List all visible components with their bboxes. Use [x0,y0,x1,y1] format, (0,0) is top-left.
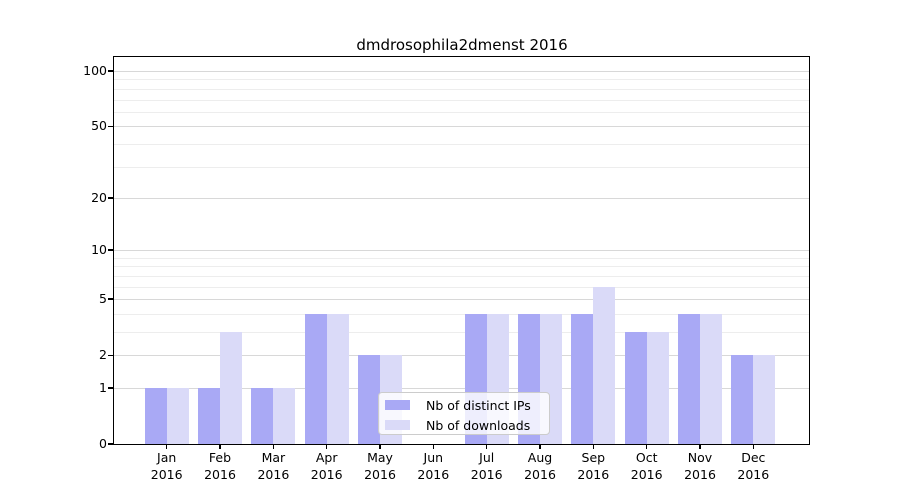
xtick-mark-may [379,444,381,449]
xtick-label-apr: Apr 2016 [310,450,343,482]
bar-distinct-ips-dec [731,355,754,444]
gridline-major-y1 [114,388,809,389]
bar-distinct-ips-feb [198,388,220,444]
gridline-minor-y8 [114,266,809,268]
gridline-minor-y80 [114,88,809,90]
legend-item-distinct-ips: Nb of distinct IPs [385,397,531,413]
bar-distinct-ips-oct [624,332,647,444]
bar-downloads-dec [753,355,776,444]
gridline-minor-y40 [114,143,809,145]
xtick-mark-apr [325,444,328,449]
ytick-mark-2 [108,354,114,356]
bar-distinct-ips-mar [251,388,274,444]
xtick-mark-jun [432,444,435,449]
ytick-label-50: 50 [91,118,107,134]
gridline-minor-y6 [114,286,809,288]
bar-downloads-sep [593,286,616,444]
gridline-minor-y90 [114,79,809,81]
bar-distinct-ips-jan [144,388,167,444]
ytick-label-2: 2 [99,347,107,363]
bar-downloads-apr [326,313,349,444]
ytick-mark-0 [108,443,114,445]
bar-distinct-ips-nov [678,313,700,444]
gridline-major-y2 [114,355,809,357]
legend-label-distinct-ips: Nb of distinct IPs [426,397,531,413]
gridline-minor-y4 [114,313,809,315]
legend: Nb of distinct IPs Nb of downloads [378,392,550,435]
ytick-label-0: 0 [99,436,107,451]
xtick-label-feb: Feb 2016 [204,450,236,482]
xtick-mark-feb [219,444,221,449]
xtick-mark-dec [752,444,755,449]
bar-downloads-feb [220,332,242,444]
xtick-label-dec: Dec 2016 [737,450,770,482]
gridline-minor-y60 [114,111,809,113]
xtick-mark-oct [645,444,648,449]
gridline-major-y5 [114,299,809,301]
xtick-label-jan: Jan 2016 [150,450,183,482]
ytick-mark-100 [108,70,114,72]
ytick-mark-5 [108,298,114,300]
xtick-label-mar: Mar 2016 [257,450,290,482]
gridline-minor-y3 [114,332,809,333]
xtick-mark-jul [485,444,488,449]
chart-title: dmdrosophila2dmenst 2016 [356,36,568,54]
xtick-label-may: May 2016 [364,450,396,482]
xtick-label-jul: Jul 2016 [470,450,503,482]
gridline-minor-y70 [114,99,809,101]
gridline-minor-y9 [114,257,809,259]
bar-distinct-ips-sep [571,313,594,444]
gridline-minor-y30 [114,166,809,168]
legend-swatch-downloads [385,420,410,430]
ytick-label-20: 20 [91,189,107,205]
ytick-label-10: 10 [91,242,107,258]
xtick-label-sep: Sep 2016 [577,450,610,482]
gridline-minor-y7 [114,275,809,277]
ytick-mark-10 [108,249,114,251]
bar-downloads-oct [646,332,669,444]
ytick-mark-1 [108,387,114,389]
xtick-label-oct: Oct 2016 [630,450,663,482]
ytick-mark-20 [108,197,114,199]
bar-downloads-nov [700,313,722,444]
xtick-label-nov: Nov 2016 [684,450,716,482]
gridline-major-y10 [114,250,809,252]
bar-downloads-jan [166,388,189,444]
ytick-label-1: 1 [99,380,107,395]
ytick-mark-50 [108,125,114,127]
xtick-label-jun: Jun 2016 [417,450,450,482]
plot-area [113,56,810,445]
legend-label-downloads: Nb of downloads [426,417,531,433]
gridline-major-y20 [114,197,809,199]
xtick-mark-mar [272,444,275,449]
xtick-mark-aug [539,444,541,449]
bar-distinct-ips-may [358,355,380,444]
gridline-major-y50 [114,126,809,128]
gridline-major-y100 [114,71,809,72]
xtick-label-aug: Aug 2016 [524,450,556,482]
xtick-mark-jan [165,444,168,449]
legend-item-downloads: Nb of downloads [385,417,531,433]
xtick-mark-nov [699,444,701,449]
ytick-label-5: 5 [99,291,107,307]
ytick-label-100: 100 [83,63,107,78]
bar-distinct-ips-apr [304,313,327,444]
bar-downloads-mar [273,388,296,444]
xtick-mark-sep [592,444,595,449]
legend-swatch-distinct-ips [385,400,410,410]
